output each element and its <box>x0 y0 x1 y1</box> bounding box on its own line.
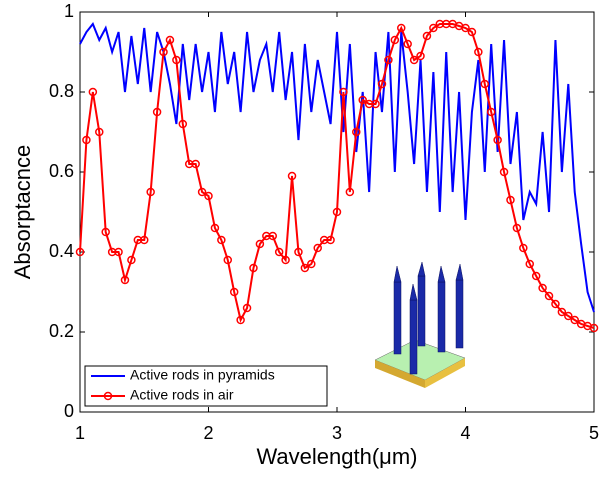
y-tick-label: 0 <box>64 401 74 421</box>
series-marker <box>326 235 335 245</box>
series-marker <box>499 167 509 177</box>
series-marker <box>178 119 188 129</box>
legend-box <box>84 365 328 407</box>
series-marker <box>403 39 412 49</box>
y-tick-label: 0.8 <box>49 81 74 101</box>
series-marker <box>570 315 579 325</box>
series-marker <box>589 323 599 333</box>
series-marker <box>461 23 470 33</box>
series-marker <box>531 271 541 281</box>
series-marker <box>159 47 168 57</box>
series-marker <box>512 223 522 233</box>
series-marker <box>307 259 316 269</box>
series-marker <box>120 275 130 285</box>
series-marker <box>249 263 258 273</box>
series-marker <box>114 247 123 257</box>
series-marker <box>352 127 361 137</box>
x-tick-label: 2 <box>203 423 213 443</box>
series-marker <box>519 243 528 253</box>
series-marker <box>377 79 387 89</box>
series-marker <box>204 191 213 201</box>
series-marker <box>197 187 207 197</box>
series-marker <box>172 55 181 65</box>
series-marker <box>506 195 515 205</box>
series-marker <box>525 259 534 269</box>
series-marker <box>493 135 502 145</box>
series-marker <box>390 35 400 45</box>
series-marker <box>152 107 162 117</box>
series-marker <box>287 171 297 181</box>
series-marker <box>384 55 393 65</box>
y-axis-label: Absorptacnce <box>10 145 35 280</box>
series-marker <box>416 51 425 61</box>
series-marker <box>294 247 303 257</box>
series-marker <box>140 235 149 245</box>
series-marker <box>345 187 355 197</box>
series-marker <box>551 299 560 309</box>
legend-label: Active rods in air <box>130 387 234 403</box>
series-marker <box>82 135 91 145</box>
series-marker <box>165 35 175 45</box>
series-marker <box>229 287 239 297</box>
y-tick-label: 0.4 <box>49 241 74 261</box>
inset-illustration <box>374 261 466 388</box>
legend-marker <box>103 391 113 401</box>
series-marker <box>146 187 155 197</box>
series-marker <box>281 255 290 265</box>
series-marker <box>480 79 490 89</box>
series-marker <box>339 87 348 97</box>
x-axis-label: Wavelength(μm) <box>256 444 417 469</box>
series-marker <box>544 291 554 301</box>
y-tick-label: 1 <box>64 1 74 21</box>
series-marker <box>358 95 367 105</box>
series-line <box>79 22 595 313</box>
x-tick-label: 5 <box>589 423 599 443</box>
series-marker <box>223 255 233 265</box>
series-marker <box>191 159 200 169</box>
series-marker <box>95 127 104 137</box>
series-marker <box>268 231 277 241</box>
series-marker <box>332 207 342 217</box>
series-marker <box>255 239 265 249</box>
series-marker <box>127 255 136 265</box>
x-tick-label: 4 <box>460 423 470 443</box>
series-marker <box>397 23 406 33</box>
y-tick-label: 0.2 <box>49 321 74 341</box>
series-marker <box>313 243 322 253</box>
series-marker <box>274 247 284 257</box>
series-marker <box>242 303 252 313</box>
series-marker <box>75 247 85 257</box>
series-marker <box>486 107 496 117</box>
series-marker <box>217 235 226 245</box>
series-marker <box>409 55 419 65</box>
x-tick-label: 3 <box>332 423 342 443</box>
series-marker <box>538 283 547 293</box>
series-marker <box>429 23 438 33</box>
series-marker <box>564 311 573 321</box>
x-tick-label: 1 <box>75 423 85 443</box>
y-tick-label: 0.6 <box>49 161 74 181</box>
series-marker <box>422 31 432 41</box>
series-marker <box>371 99 380 109</box>
series-marker <box>474 47 483 57</box>
series-marker <box>236 315 245 325</box>
legend-label: Active rods in pyramids <box>130 367 275 383</box>
series-marker <box>300 263 310 273</box>
series-marker <box>101 227 110 237</box>
series-marker <box>467 27 477 37</box>
series-marker <box>210 223 220 233</box>
series-marker <box>557 307 567 317</box>
series-marker <box>88 87 98 97</box>
series-line <box>79 23 595 329</box>
